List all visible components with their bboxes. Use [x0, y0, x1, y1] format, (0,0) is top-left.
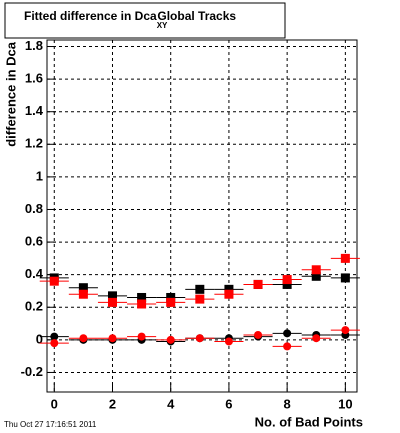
marker — [166, 297, 176, 307]
marker — [108, 334, 117, 343]
plot-frame — [46, 39, 358, 393]
marker — [341, 326, 350, 335]
marker — [283, 329, 292, 338]
marker — [195, 294, 205, 304]
marker — [311, 265, 321, 275]
chart-title: Fitted difference in DcaXYGlobal Tracks — [24, 9, 236, 30]
marker — [195, 334, 204, 343]
title-main: Fitted difference in Dca — [24, 9, 157, 23]
marker — [166, 335, 175, 344]
marker — [340, 253, 350, 263]
x-tick-label: 0 — [51, 396, 58, 411]
title-suffix: Global Tracks — [157, 9, 236, 23]
x-tick-label: 4 — [167, 396, 175, 411]
y-tick-label: 0 — [36, 331, 43, 346]
marker — [107, 291, 117, 301]
y-tick-label: 1.6 — [25, 71, 43, 86]
title-subscript: XY — [157, 21, 168, 30]
y-tick-label: 0.2 — [25, 299, 43, 314]
footer: Thu Oct 27 17:16:51 2011 — [4, 420, 97, 429]
y-tick-label: 1.4 — [25, 103, 44, 118]
marker — [78, 289, 88, 299]
x-tick-label: 8 — [284, 396, 291, 411]
marker — [282, 275, 292, 285]
y-tick-label: 0.6 — [25, 234, 43, 249]
marker — [78, 283, 88, 293]
title-box — [4, 2, 286, 39]
marker — [50, 339, 59, 348]
x-tick-label: 6 — [225, 396, 232, 411]
marker — [253, 279, 263, 289]
y-axis-label: difference in Dca — [3, 41, 18, 147]
y-tick-label: 1 — [36, 168, 43, 183]
marker — [166, 292, 176, 302]
y-tick-label: 1.2 — [25, 136, 43, 151]
x-tick-label: 2 — [109, 396, 116, 411]
marker — [311, 271, 321, 281]
marker — [137, 299, 147, 309]
marker — [107, 297, 117, 307]
x-tick-label: 10 — [338, 396, 352, 411]
marker — [312, 334, 321, 343]
y-tick-label: 0.4 — [25, 266, 44, 281]
y-tick-label: 1.8 — [25, 38, 43, 53]
y-tick-label: -0.2 — [21, 364, 43, 379]
marker — [137, 292, 147, 302]
marker — [195, 284, 205, 294]
y-tick-label: 0.8 — [25, 201, 43, 216]
x-axis-label: No. of Bad Points — [255, 414, 363, 429]
marker — [79, 334, 88, 343]
marker — [340, 273, 350, 283]
marker — [224, 289, 234, 299]
marker — [282, 279, 292, 289]
marker — [283, 342, 292, 351]
marker — [49, 276, 59, 286]
marker — [254, 330, 263, 339]
marker — [224, 337, 233, 346]
marker — [137, 332, 146, 341]
marker — [50, 332, 59, 341]
marker — [224, 284, 234, 294]
